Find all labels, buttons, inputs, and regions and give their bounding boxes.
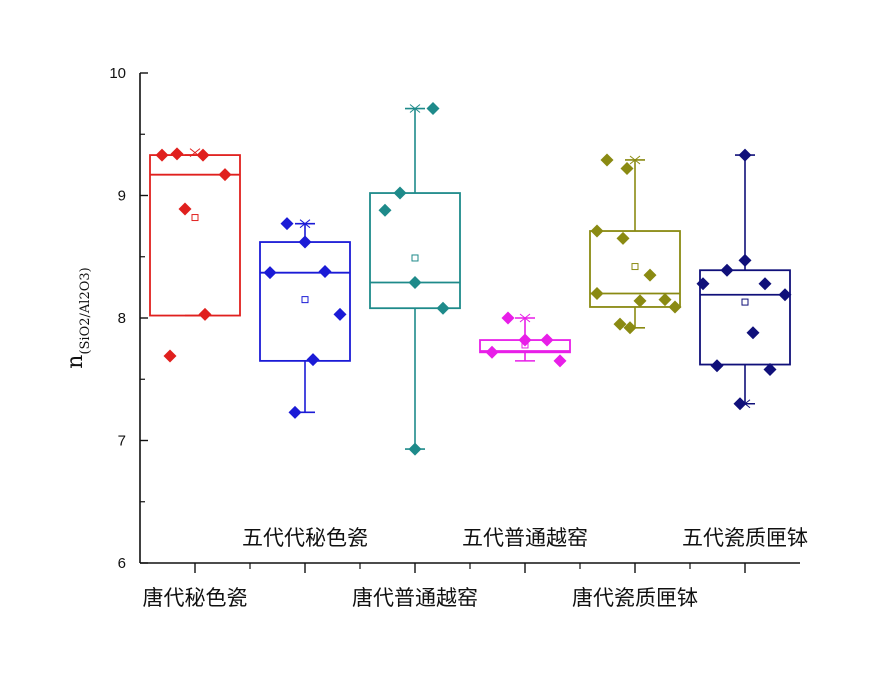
data-point: [378, 203, 392, 217]
data-point: [163, 349, 177, 363]
data-point: [633, 294, 647, 308]
mean-marker: [191, 214, 199, 222]
y-tick-label: 9: [118, 188, 126, 205]
data-point: [280, 217, 294, 231]
data-point: [393, 186, 407, 200]
box: [589, 230, 681, 308]
data-point: [170, 147, 184, 161]
data-point: [590, 287, 604, 300]
data-point: [178, 202, 192, 216]
data-point: [643, 268, 657, 282]
extreme-marker: [409, 104, 421, 113]
box: [369, 192, 461, 310]
data-point: [623, 321, 637, 335]
y-tick-label: 10: [109, 65, 126, 82]
y-tick-label: 7: [118, 433, 126, 450]
data-point: [738, 253, 752, 267]
data-point: [518, 333, 532, 347]
data-point: [436, 301, 450, 315]
category-label: 唐代秘色瓷: [143, 586, 248, 610]
data-point: [155, 148, 169, 162]
y-tick-label: 6: [118, 555, 126, 572]
data-point: [696, 277, 710, 291]
data-point: [668, 300, 682, 314]
data-point: [620, 162, 634, 176]
data-point: [720, 263, 734, 277]
mean-marker: [631, 263, 639, 271]
data-point: [288, 405, 302, 419]
category-label: 五代瓷质匣钵: [682, 526, 808, 550]
data-point: [738, 148, 752, 162]
data-point: [590, 224, 604, 238]
data-point: [616, 231, 630, 245]
data-point: [710, 359, 724, 373]
data-point: [408, 275, 422, 289]
data-point: [198, 307, 212, 321]
data-point: [553, 354, 567, 368]
data-point: [426, 102, 440, 116]
data-point: [763, 362, 777, 376]
y-tick-label: 8: [118, 310, 126, 327]
data-point: [218, 168, 232, 182]
box: [699, 269, 791, 366]
data-point: [733, 397, 747, 411]
data-point: [613, 317, 627, 331]
category-label: 唐代普通越窑: [352, 586, 478, 610]
category-label: 五代普通越窑: [462, 526, 588, 550]
category-label: 唐代瓷质匣钵: [572, 586, 698, 610]
data-point: [263, 266, 277, 280]
data-point: [298, 235, 312, 249]
data-point: [540, 333, 554, 347]
data-point: [658, 293, 672, 307]
data-point: [196, 148, 210, 162]
data-point: [600, 153, 614, 167]
mean-marker: [411, 254, 419, 262]
data-point: [408, 442, 422, 456]
data-point: [318, 264, 332, 278]
mean-marker: [301, 296, 309, 304]
category-label: 五代代秘色瓷: [242, 526, 368, 550]
data-point: [333, 307, 347, 321]
box: [259, 241, 351, 362]
y-axis-label: n(SiO2/Al2O3): [63, 267, 93, 368]
extreme-marker: [299, 219, 311, 229]
extreme-marker: [629, 155, 641, 165]
data-point: [501, 311, 515, 325]
data-point: [778, 288, 792, 302]
extreme-marker: [519, 313, 531, 323]
data-point: [485, 345, 499, 359]
mean-marker: [741, 298, 749, 306]
extreme-marker: [189, 148, 201, 158]
data-point: [306, 353, 320, 367]
box: [149, 154, 241, 317]
data-point: [758, 277, 772, 291]
data-point: [746, 326, 760, 340]
